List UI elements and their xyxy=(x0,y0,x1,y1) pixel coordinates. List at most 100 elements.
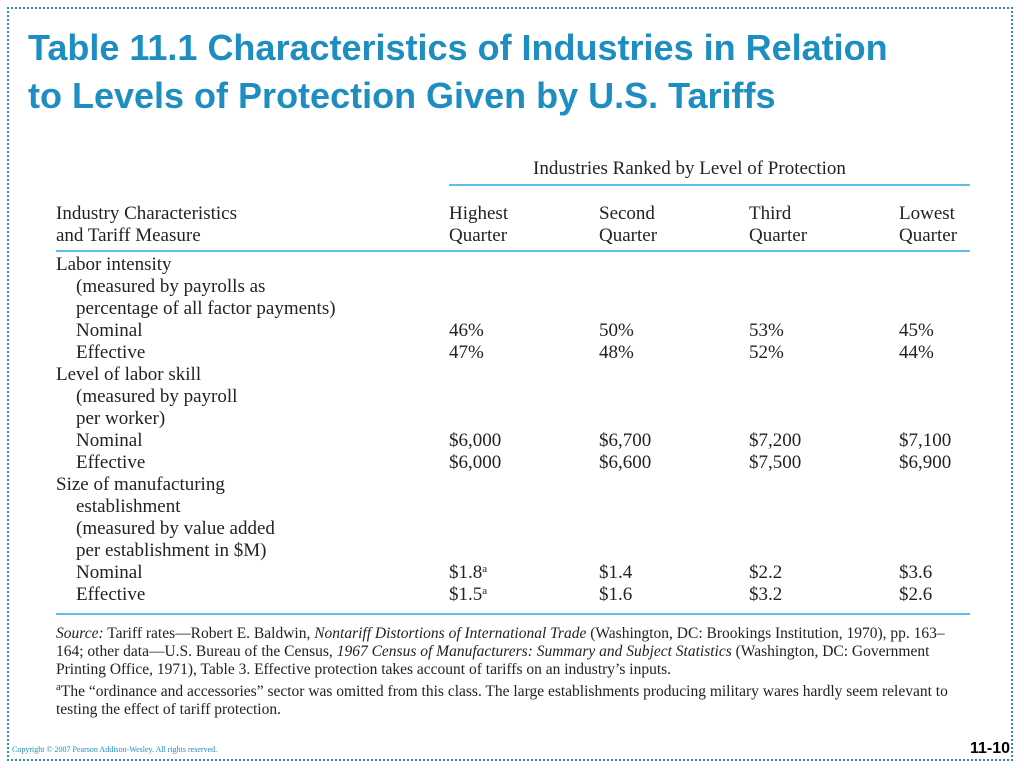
title-line-2: to Levels of Protection Given by U.S. Ta… xyxy=(28,75,776,116)
cell-value: $7,500 xyxy=(749,452,801,474)
cell-text: 46% xyxy=(449,320,484,341)
source-text: (Washington, DC: Brookings Institution, … xyxy=(56,625,945,660)
bottom-rule xyxy=(56,613,970,615)
col-header-highest: Highest Quarter xyxy=(449,203,508,247)
col-header-characteristics: Industry Characteristics and Tariff Meas… xyxy=(56,203,237,247)
row-label: Effective xyxy=(76,452,146,473)
col-header-line: Quarter xyxy=(749,225,808,246)
table-row: establishment xyxy=(0,496,1024,518)
cell-value: $6,000 xyxy=(449,430,501,452)
source-label: Source: xyxy=(56,625,104,642)
col-header-line: Lowest xyxy=(899,203,955,224)
row-label: Level of labor skill xyxy=(56,364,202,385)
col-header-line: Third xyxy=(749,203,792,224)
table-row: Nominal $6,000 $6,700 $7,200 $7,100 xyxy=(0,430,1024,452)
title-line-1: Table 11.1 Characteristics of Industries… xyxy=(28,27,888,68)
cell-value: $6,900 xyxy=(899,452,951,474)
table-row: Effective $6,000 $6,600 $7,500 $6,900 xyxy=(0,452,1024,474)
cell-value: $1.8a xyxy=(449,562,487,584)
source-text: Tariff rates—Robert E. Baldwin, xyxy=(103,625,315,642)
cell-value: $7,100 xyxy=(899,430,951,452)
cell-value: 44% xyxy=(899,342,934,364)
table-row: (measured by value added xyxy=(0,518,1024,540)
cell-value: 50% xyxy=(599,320,634,342)
slide-title: Table 11.1 Characteristics of Industries… xyxy=(28,24,1008,120)
col-header-lowest: Lowest Quarter xyxy=(899,203,957,247)
source-title: Nontariff Distortions of International T… xyxy=(314,625,587,642)
table-row: per establishment in $M) xyxy=(0,540,1024,562)
cell-text: 44% xyxy=(899,342,934,363)
table-row: Effective $1.5a $1.6 $3.2 $2.6 xyxy=(0,584,1024,606)
cell-value: $1.6 xyxy=(599,584,632,606)
cell-text: $7,500 xyxy=(749,452,802,473)
row-label: per worker) xyxy=(76,408,166,429)
cell-value: $6,000 xyxy=(449,452,501,474)
group-header-rule xyxy=(449,184,970,186)
row-label: Size of manufacturing xyxy=(56,474,225,495)
col-header-line: Second xyxy=(599,203,655,224)
cell-text: $2.6 xyxy=(899,584,933,605)
col-header-line: Quarter xyxy=(449,225,508,246)
cell-text: $1.4 xyxy=(599,562,633,583)
group-header: Industries Ranked by Level of Protection xyxy=(533,158,846,179)
header-rule xyxy=(56,250,970,252)
col-header-third: Third Quarter xyxy=(749,203,807,247)
footnote-marker: a xyxy=(56,681,61,693)
footnote-marker: a xyxy=(482,585,488,597)
row-label: Effective xyxy=(76,342,146,363)
cell-text: $3.6 xyxy=(899,562,933,583)
row-label: per establishment in $M) xyxy=(76,540,267,561)
table-row: Labor intensity xyxy=(0,254,1024,276)
table-row: (measured by payrolls as xyxy=(0,276,1024,298)
table-row: Level of labor skill xyxy=(0,364,1024,386)
col-header-line: and Tariff Measure xyxy=(56,225,201,246)
table-row: Size of manufacturing xyxy=(0,474,1024,496)
col-header-line: Highest xyxy=(449,203,509,224)
cell-text: 47% xyxy=(449,342,484,363)
cell-value: $1.5a xyxy=(449,584,487,606)
cell-value: 52% xyxy=(749,342,784,364)
cell-text: $1.6 xyxy=(599,584,633,605)
table-row: (measured by payroll xyxy=(0,386,1024,408)
col-header-line: Quarter xyxy=(899,225,958,246)
table-row: Effective 47% 48% 52% 44% xyxy=(0,342,1024,364)
row-label: (measured by value added xyxy=(76,518,275,539)
row-label: (measured by payrolls as xyxy=(76,276,266,297)
table-notes: Source: Tariff rates—Robert E. Baldwin, … xyxy=(56,625,956,719)
cell-text: $2.2 xyxy=(749,562,783,583)
cell-text: 53% xyxy=(749,320,784,341)
cell-text: $1.5 xyxy=(449,584,483,605)
row-label: Nominal xyxy=(76,320,143,341)
table-row: Nominal 46% 50% 53% 45% xyxy=(0,320,1024,342)
source-text: (Washington, DC: Government Printing Off… xyxy=(56,643,930,678)
footnote-marker: a xyxy=(482,563,488,575)
row-label: Nominal xyxy=(76,562,143,583)
cell-value: $3.6 xyxy=(899,562,932,584)
row-label: establishment xyxy=(76,496,181,517)
table-row: Nominal $1.8a $1.4 $2.2 $3.6 xyxy=(0,562,1024,584)
cell-value: 48% xyxy=(599,342,634,364)
row-label: Nominal xyxy=(76,430,143,451)
cell-text: 48% xyxy=(599,342,634,363)
table-row: percentage of all factor payments) xyxy=(0,298,1024,320)
cell-text: $7,100 xyxy=(899,430,952,451)
cell-value: 45% xyxy=(899,320,934,342)
source-note: Source: Tariff rates—Robert E. Baldwin, … xyxy=(56,625,956,679)
footnote: aThe “ordinance and accessories” sector … xyxy=(56,681,956,719)
cell-text: $6,600 xyxy=(599,452,652,473)
footnote-text: The “ordinance and accessories” sector w… xyxy=(56,683,948,718)
cell-value: $3.2 xyxy=(749,584,782,606)
cell-value: 47% xyxy=(449,342,484,364)
cell-text: $6,000 xyxy=(449,430,502,451)
cell-text: $1.8 xyxy=(449,562,483,583)
cell-text: $3.2 xyxy=(749,584,783,605)
copyright-notice: Copyright © 2007 Pearson Addison-Wesley.… xyxy=(12,745,218,754)
cell-value: $1.4 xyxy=(599,562,632,584)
row-label: percentage of all factor payments) xyxy=(76,298,336,319)
cell-text: $6,900 xyxy=(899,452,952,473)
cell-text: 50% xyxy=(599,320,634,341)
cell-text: 45% xyxy=(899,320,934,341)
cell-value: $7,200 xyxy=(749,430,801,452)
cell-value: $6,600 xyxy=(599,452,651,474)
slide-number: 11-10 xyxy=(969,740,1010,757)
